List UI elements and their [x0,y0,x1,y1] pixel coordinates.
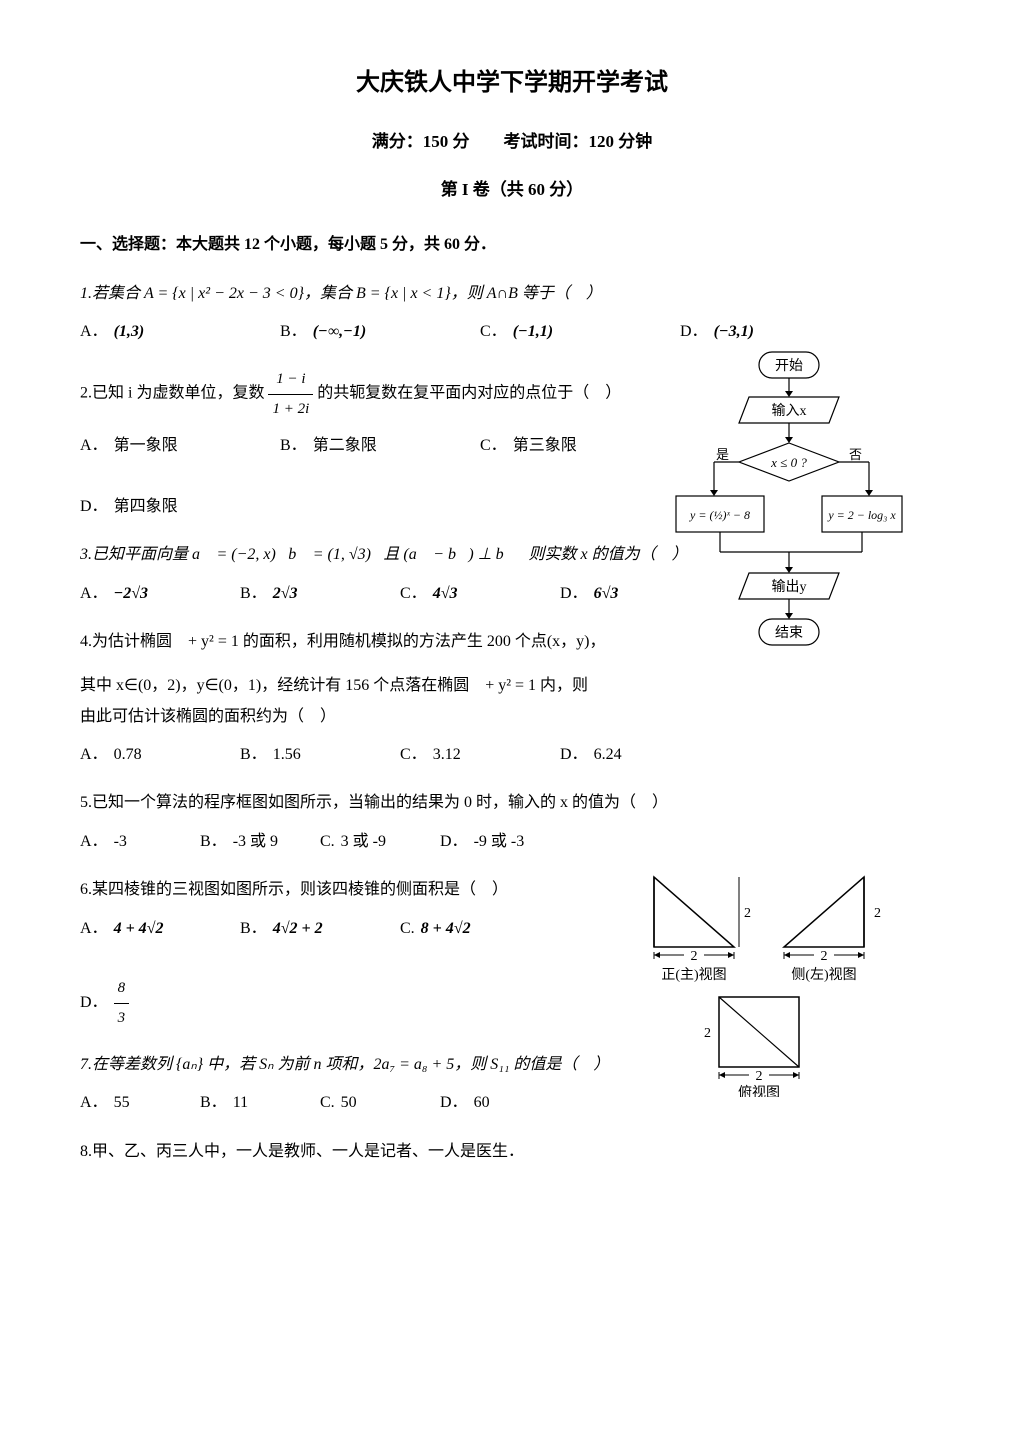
three-view-diagram: 2 2 正(主)视图 2 2 侧(左)视图 2 2 俯视图 [634,867,884,1097]
question-7: 7.在等差数列 {aₙ} 中，若 Sₙ 为前 n 项和，2a₇ = a₈ + 5… [80,1050,700,1080]
question-1: 1.若集合 A = {x | x² − 2x − 3 < 0}，集合 B = {… [80,279,944,309]
question-3: 3.已知平面向量 a⃗ = (−2, x)，b⃗ = (1, √3)，且 (a⃗… [80,540,720,570]
question-2-suffix: 的共轭复数在复平面内对应的点位于（ ） [317,385,621,402]
svg-text:俯视图: 俯视图 [738,1085,780,1097]
svg-text:2: 2 [874,906,881,921]
flow-right: y = 2 − log₃ x [827,508,896,522]
option-2c: C．第三象限 [480,431,650,461]
option-4a: A．0.78 [80,740,210,770]
question-3-options: A．−2√3 B．2√3 C．4√3 D．6√3 [80,579,720,609]
question-5-options: A．-3 B．-3 或 9 C. 3 或 -9 D．-9 或 -3 [80,827,944,857]
question-3-text: 3.已知平面向量 a⃗ = (−2, x)，b⃗ = (1, √3)，且 (a⃗… [80,546,688,563]
question-5-text: 5.已知一个算法的程序框图如图所示，当输出的结果为 0 时，输入的 x 的值为（… [80,794,668,811]
question-2: 2.已知 i 为虚数单位，复数 1 − i 1 + 2i 的共轭复数在复平面内对… [80,365,720,423]
option-7c: C. 50 [320,1088,410,1118]
option-7b: B．11 [200,1088,290,1118]
option-6b: B．4√2 + 2 [240,914,370,944]
question-4-line3: 由此可估计该椭圆的面积约为（ ） [80,702,944,732]
option-5b: B．-3 或 9 [200,827,290,857]
option-4c: C．3.12 [400,740,530,770]
option-1b: B．(−∞,−1) [280,317,450,347]
question-4-line1: 4.为估计椭圆 + y² = 1 的面积，利用随机模拟的方法产生 200 个点(… [80,627,720,657]
option-5d: D．-9 或 -3 [440,827,530,857]
option-1c: C．(−1,1) [480,317,650,347]
flow-end: 结束 [775,625,803,641]
question-1-text: 1.若集合 A = {x | x² − 2x − 3 < 0}，集合 B = {… [80,285,602,302]
svg-text:2: 2 [744,906,751,921]
flow-yes: 是 [716,447,729,462]
option-7a: A．55 [80,1088,170,1118]
question-6-options: A．4 + 4√2 B．4√2 + 2 C. 8 + 4√2 D． 8 3 [80,914,680,1032]
question-2-options: A．第一象限 B．第二象限 C．第三象限 D．第四象限 [80,431,720,522]
question-6-text: 6.某四棱锥的三视图如图所示，则该四棱锥的侧面积是（ ） [80,881,508,898]
question-7-text: 7.在等差数列 {aₙ} 中，若 Sₙ 为前 n 项和，2a₇ = a₈ + 5… [80,1056,609,1073]
question-4-options: A．0.78 B．1.56 C．3.12 D．6.24 [80,740,944,770]
flow-output: 输出y [772,579,807,595]
exam-info: 满分：150 分 考试时间：120 分钟 [80,126,944,158]
option-6a: A．4 + 4√2 [80,914,210,944]
question-2-fraction: 1 − i 1 + 2i [268,365,313,423]
question-1-options: A．(1,3) B．(−∞,−1) C．(−1,1) D．(−3,1) [80,317,944,347]
flow-input: 输入x [772,403,807,419]
flow-start: 开始 [775,358,803,374]
option-6c: C. 8 + 4√2 [400,914,530,944]
option-2d: D．第四象限 [80,492,250,522]
question-4-line2: 其中 x∈(0，2)，y∈(0，1)，经统计有 156 个点落在椭圆 + y² … [80,671,944,701]
option-3d: D．6√3 [560,579,690,609]
option-5c: C. 3 或 -9 [320,827,410,857]
flow-cond: x ≤ 0 ? [770,455,807,470]
option-4d: D．6.24 [560,740,690,770]
question-2-prefix: 2.已知 i 为虚数单位，复数 [80,385,268,402]
option-5a: A．-3 [80,827,170,857]
option-1d: D．(−3,1) [680,317,850,347]
section-heading: 一、选择题：本大题共 12 个小题，每小题 5 分，共 60 分． [80,230,944,260]
option-2a: A．第一象限 [80,431,250,461]
svg-text:2: 2 [704,1026,711,1041]
option-1a: A．(1,3) [80,317,250,347]
question-5: 5.已知一个算法的程序框图如图所示，当输出的结果为 0 时，输入的 x 的值为（… [80,788,944,818]
question-6: 6.某四棱锥的三视图如图所示，则该四棱锥的侧面积是（ ） [80,875,680,905]
flow-no: 否 [849,447,862,462]
question-8-text: 8.甲、乙、丙三人中，一人是教师、一人是记者、一人是医生． [80,1143,524,1160]
svg-text:侧(左)视图: 侧(左)视图 [791,967,856,983]
flow-left: y = (½)ˣ − 8 [689,508,750,522]
svg-text:2: 2 [756,1069,763,1084]
svg-text:2: 2 [691,949,698,964]
option-3a: A．−2√3 [80,579,210,609]
option-4b: B．1.56 [240,740,370,770]
option-6d: D． 8 3 [80,974,210,1032]
section-title: 第 I 卷（共 60 分） [80,174,944,206]
flowchart-diagram: 开始 输入x x ≤ 0 ? 是 否 y = (½)ˣ − 8 y = 2 − … [674,347,904,667]
svg-text:正(主)视图: 正(主)视图 [661,967,726,983]
option-2b: B．第二象限 [280,431,450,461]
question-8: 8.甲、乙、丙三人中，一人是教师、一人是记者、一人是医生． [80,1137,944,1167]
option-3c: C．4√3 [400,579,530,609]
page-title: 大庆铁人中学下学期开学考试 [80,60,944,106]
option-7d: D．60 [440,1088,530,1118]
option-3b: B．2√3 [240,579,370,609]
svg-text:2: 2 [821,949,828,964]
